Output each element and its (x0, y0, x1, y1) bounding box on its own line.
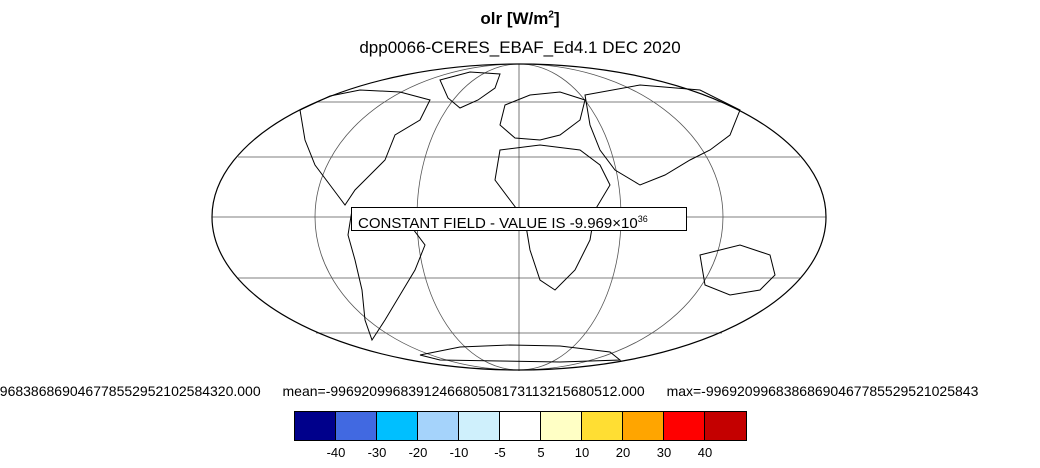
europe-outline (499, 91, 586, 141)
colorbar-tick-label: 10 (574, 445, 590, 460)
colorbar-tick-label: 30 (656, 445, 672, 460)
colorbar-tick-label: -20 (408, 445, 428, 460)
colorbar-swatch (336, 412, 377, 440)
colorbar-tick-label: -5 (494, 445, 506, 460)
colorbar-swatch (459, 412, 500, 440)
colorbar (294, 411, 747, 441)
colorbar-swatch (623, 412, 664, 440)
colorbar-tick-label: 40 (697, 445, 713, 460)
antarctica-outline (419, 344, 622, 363)
greenland-outline (439, 71, 501, 109)
colorbar-swatch (418, 412, 459, 440)
stat-min: 9968386869046778552952102584320.000 (0, 383, 261, 399)
plot-subtitle: dpp0066-CERES_EBAF_Ed4.1 DEC 2020 (359, 38, 681, 57)
colorbar-swatch (541, 412, 582, 440)
stat-max: max=-99692099683868690467785529521025843 (666, 383, 979, 399)
australia-outline (699, 244, 776, 296)
colorbar-swatch (377, 412, 418, 440)
stat-mean: mean=-9969209968391246680508173113215680… (282, 383, 645, 399)
colorbar-swatch (500, 412, 541, 440)
field-statistics: 9968386869046778552952102584320.000 mean… (0, 383, 996, 399)
north-america-outline (299, 89, 431, 206)
colorbar-swatch (705, 412, 746, 440)
colorbar-swatch (295, 412, 336, 440)
colorbar-swatch (582, 412, 623, 440)
world-map (211, 63, 827, 371)
africa-outline (494, 144, 611, 291)
colorbar-tick-label: 20 (615, 445, 631, 460)
colorbar-tick-label: 5 (537, 445, 545, 460)
colorbar-tick-label: -10 (449, 445, 469, 460)
asia-outline (584, 84, 741, 186)
constant-field-message: CONSTANT FIELD - VALUE IS -9.969×1036 (351, 207, 687, 232)
map-boundary (211, 63, 827, 371)
colorbar-swatch (664, 412, 705, 440)
colorbar-tick-label: -30 (367, 445, 387, 460)
plot-title: olr [W/m2] (480, 9, 560, 28)
colorbar-tick-label: -40 (326, 445, 346, 460)
